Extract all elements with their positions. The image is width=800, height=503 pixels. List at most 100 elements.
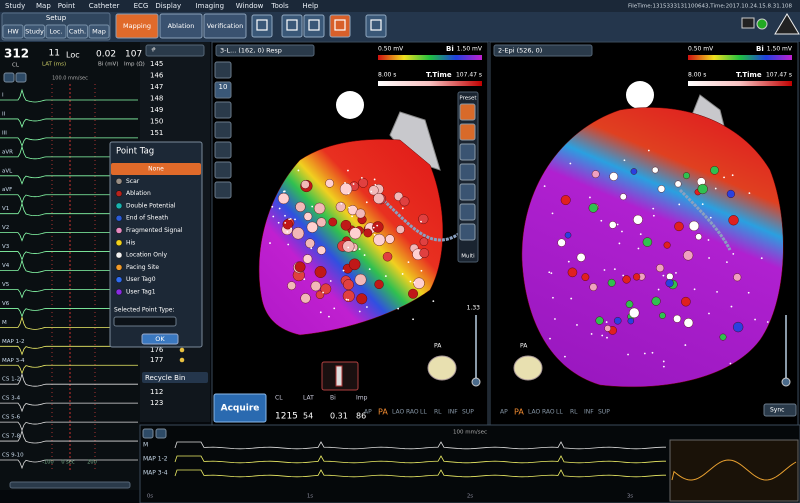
view-button[interactable]: RAO	[406, 409, 419, 416]
recycle-id[interactable]: 112	[150, 388, 163, 396]
setup-tab-label[interactable]: Loc.	[49, 28, 62, 36]
tag-item[interactable]: User Tag0	[126, 276, 156, 283]
tag-item[interactable]: Fragmented Signal	[126, 227, 183, 234]
view-button[interactable]: RL	[570, 409, 578, 416]
view-button[interactable]: RAO	[542, 409, 555, 416]
map-tool[interactable]	[214, 141, 232, 159]
setup-tab[interactable]	[2, 24, 24, 39]
map-tool[interactable]	[214, 121, 232, 139]
ok-button[interactable]	[141, 333, 179, 345]
point-id[interactable]: 148	[150, 95, 163, 103]
view-button[interactable]: INF	[448, 409, 458, 416]
menu-item[interactable]: Tools	[270, 2, 289, 10]
mode-button[interactable]	[203, 13, 247, 39]
sync-button[interactable]	[763, 403, 797, 417]
view-button[interactable]: AP	[500, 409, 508, 416]
tag-item[interactable]: User Tag1	[126, 289, 156, 296]
menu-item[interactable]: Map	[36, 2, 51, 10]
tag-item[interactable]: Pacing Site	[126, 264, 159, 271]
mode-label[interactable]: Mapping	[123, 22, 151, 30]
view-button[interactable]: AP	[364, 409, 372, 416]
preset-tool[interactable]	[459, 223, 476, 241]
menu-item[interactable]: Window	[236, 2, 264, 10]
tag-item[interactable]: Double Potential	[126, 202, 176, 209]
zoom-button[interactable]	[471, 377, 481, 387]
map-tool[interactable]	[214, 81, 232, 99]
setup-tab-label[interactable]: Cath.	[69, 28, 86, 36]
recycle-id[interactable]: 123	[150, 399, 163, 407]
acquire-button[interactable]	[213, 393, 267, 423]
point-id[interactable]: 150	[150, 118, 163, 126]
point-id[interactable]: 145	[150, 60, 163, 68]
tool-button[interactable]	[365, 14, 387, 38]
tag-item[interactable]: Scar	[126, 178, 140, 185]
map-point	[688, 220, 700, 232]
setup-tab[interactable]	[67, 24, 88, 39]
ecg-tool[interactable]	[15, 72, 27, 83]
view-button[interactable]: LAO	[528, 409, 540, 416]
menu-item[interactable]: ECG	[134, 2, 149, 10]
strip-tool[interactable]	[155, 428, 167, 439]
setup-tab-label[interactable]: Study	[25, 28, 44, 36]
point-id[interactable]: 176	[150, 346, 164, 354]
map-tool[interactable]	[214, 101, 232, 119]
tool-button[interactable]	[251, 14, 273, 38]
point-id[interactable]: 146	[150, 72, 164, 80]
location-dot	[647, 149, 650, 152]
tag-item[interactable]: His	[126, 239, 135, 246]
tag-item[interactable]: Ablation	[126, 190, 151, 197]
tool-button[interactable]	[303, 14, 325, 38]
view-button[interactable]: PA	[378, 408, 388, 417]
point-id[interactable]: 149	[150, 106, 163, 114]
map-tool[interactable]	[214, 181, 232, 199]
menu-item[interactable]: Catheter	[89, 2, 120, 10]
map-title[interactable]: 2-Epi (526, 0)	[498, 47, 542, 55]
mode-label[interactable]: Ablation	[168, 22, 195, 30]
tag-item[interactable]: None	[148, 166, 164, 173]
mode-label[interactable]: Verification	[207, 22, 244, 30]
view-button[interactable]: LL	[420, 409, 427, 416]
menu-item[interactable]: Point	[58, 2, 76, 10]
setup-tab[interactable]	[24, 24, 45, 39]
mode-button[interactable]	[115, 13, 159, 39]
tag-item[interactable]: Location Only	[126, 252, 167, 259]
preset-tool[interactable]	[459, 103, 476, 121]
map-tool[interactable]	[214, 161, 232, 179]
map-title[interactable]: 3-L... (162, 0) Resp	[220, 47, 282, 55]
mode-button[interactable]	[159, 13, 203, 39]
view-button[interactable]: SUP	[598, 409, 610, 416]
map-tool[interactable]	[214, 61, 232, 79]
preset-tool[interactable]	[459, 183, 476, 201]
view-button[interactable]: LL	[556, 409, 563, 416]
menu-item[interactable]: Help	[302, 2, 319, 10]
setup-tab-label[interactable]: Map	[92, 28, 106, 36]
tool-button[interactable]	[329, 14, 351, 38]
point-id[interactable]: 177	[150, 356, 163, 364]
menu-item[interactable]: Study	[5, 2, 25, 10]
zoom-button[interactable]	[781, 377, 791, 387]
menu-item[interactable]: Display	[155, 2, 181, 10]
preset-tool[interactable]	[459, 163, 476, 181]
setup-tab[interactable]	[45, 24, 67, 39]
strip-tool[interactable]	[142, 428, 154, 439]
type-dropdown[interactable]	[113, 316, 177, 327]
view-button[interactable]: PA	[514, 408, 524, 417]
preset-tool[interactable]	[459, 143, 476, 161]
preset-tool[interactable]	[459, 203, 476, 221]
menu-item[interactable]: Imaging	[196, 2, 224, 10]
point-id[interactable]: 151	[150, 129, 163, 137]
tag-item[interactable]: End of Sheath	[126, 215, 168, 222]
view-button[interactable]: RL	[434, 409, 442, 416]
tool-button[interactable]	[281, 14, 303, 38]
setup-tab[interactable]	[88, 24, 110, 39]
ok-label[interactable]: OK	[155, 335, 165, 343]
view-button[interactable]: SUP	[462, 409, 474, 416]
view-button[interactable]: INF	[584, 409, 594, 416]
point-id[interactable]: 147	[150, 83, 163, 91]
acquire-label[interactable]: Acquire	[221, 404, 260, 414]
preset-tool[interactable]	[459, 123, 476, 141]
ecg-tool[interactable]	[3, 72, 15, 83]
sync-label[interactable]: Sync	[770, 407, 784, 414]
view-button[interactable]: LAO	[392, 409, 404, 416]
setup-tab-label[interactable]: HW	[7, 28, 19, 36]
